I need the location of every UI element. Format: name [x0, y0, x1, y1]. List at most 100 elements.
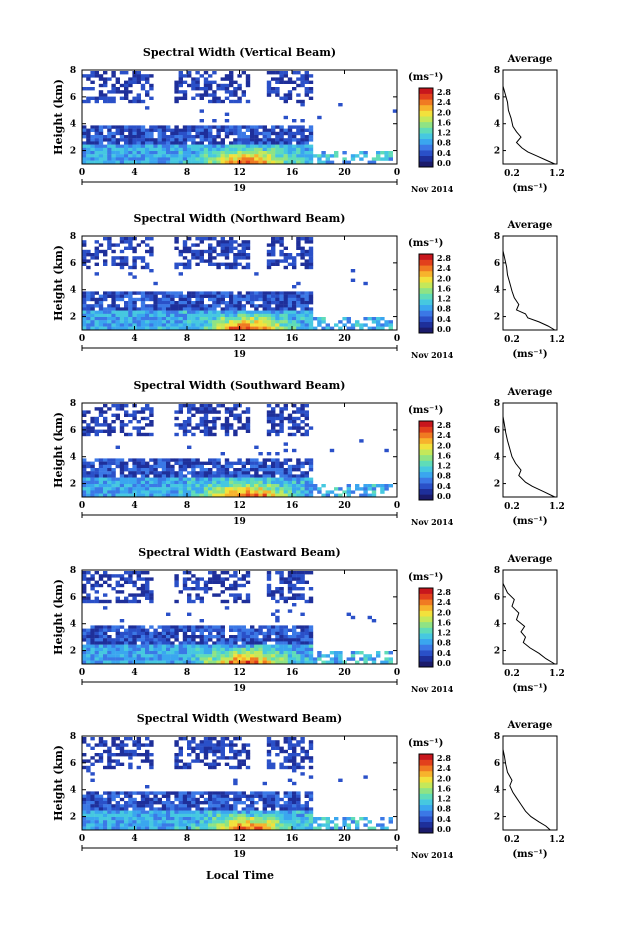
heatmap-cell: [208, 259, 213, 263]
heatmap-cell: [115, 625, 120, 629]
heatmap-cell: [283, 160, 288, 164]
colorbar-swatch: [419, 610, 433, 617]
heatmap-cell: [254, 644, 259, 648]
heatmap-cell: [254, 125, 259, 129]
heatmap-cell: [132, 307, 137, 311]
colorbar-tick-label: 2.4: [437, 97, 451, 107]
panel-2: [81, 402, 558, 518]
heatmap-cell: [157, 813, 162, 818]
heatmap-cell: [304, 144, 309, 148]
heatmap-cell: [119, 817, 125, 821]
heatmap-cell: [229, 461, 234, 465]
heatmap-cell: [90, 756, 95, 760]
heatmap-cell: [174, 432, 179, 437]
heatmap-cell: [266, 749, 272, 754]
heatmap-cell: [258, 628, 263, 632]
heatmap-cell: [157, 660, 162, 664]
heatmap-cell: [254, 326, 259, 330]
heatmap-cell: [178, 304, 183, 308]
heatmap-cell: [266, 93, 272, 97]
heatmap-cell: [229, 583, 234, 588]
heatmap-cell: [182, 801, 188, 805]
heatmap-cell: [216, 762, 221, 766]
heatmap-cell: [254, 304, 259, 308]
heatmap-cell: [170, 801, 175, 805]
heatmap-cell: [304, 432, 309, 437]
heatmap-cell: [170, 791, 175, 795]
heatmap-cell: [153, 826, 158, 830]
heatmap-cell: [266, 404, 272, 408]
heatmap-cell: [140, 471, 146, 475]
heatmap-cell: [250, 474, 255, 478]
heatmap-cell: [170, 820, 175, 824]
heatmap-cell: [119, 90, 125, 94]
heatmap-cell: [283, 115, 288, 120]
heatmap-cell: [271, 131, 276, 136]
heatmap-cell: [191, 587, 196, 591]
heatmap-cell: [115, 791, 120, 795]
heatmap-cell: [170, 147, 175, 152]
heatmap-cell: [245, 83, 251, 88]
heatmap-cell: [203, 753, 209, 757]
heatmap-cell: [224, 484, 230, 488]
heatmap-cell: [271, 240, 276, 244]
heatmap-cell: [98, 493, 104, 497]
heatmap-cell: [174, 628, 179, 632]
heatmap-cell: [82, 574, 87, 578]
heatmap-cell: [304, 304, 309, 308]
heatmap-cell: [258, 160, 263, 164]
heatmap-cell: [304, 262, 309, 266]
heatmap-cell: [296, 571, 301, 575]
heatmap-cell: [166, 813, 171, 818]
heatmap-cell: [191, 404, 196, 408]
heatmap-cell: [237, 765, 242, 770]
heatmap-cell: [166, 471, 171, 475]
heatmap-cell: [195, 141, 200, 145]
heatmap-cell: [212, 657, 217, 661]
heatmap-cell: [245, 571, 251, 575]
heatmap-cell: [266, 762, 272, 766]
heatmap-cell: [237, 301, 242, 305]
heatmap-cell: [103, 416, 108, 421]
heatmap-cell: [325, 154, 330, 158]
heatmap-cell: [94, 144, 99, 148]
heatmap-cell: [224, 429, 230, 433]
heatmap-cell: [287, 464, 293, 469]
heatmap-cell: [86, 87, 91, 91]
heatmap-cell: [292, 823, 297, 827]
heatmap-cell: [124, 804, 129, 808]
heatmap-cell: [275, 87, 280, 91]
heatmap-cell: [266, 625, 272, 629]
heatmap-cell: [296, 416, 301, 421]
heatmap-cell: [300, 765, 305, 770]
heatmap-cell: [94, 794, 99, 798]
heatmap-cell: [119, 631, 125, 636]
heatmap-cell: [233, 813, 238, 818]
heatmap-cell: [157, 135, 162, 139]
heatmap-cell: [212, 138, 217, 142]
heatmap-cell: [149, 420, 154, 424]
heatmap-cell: [271, 651, 276, 655]
x-tick-label: 16: [286, 501, 299, 511]
heatmap-cell: [174, 580, 179, 584]
heatmap-cell: [145, 743, 150, 747]
heatmap-cell: [107, 660, 112, 664]
heatmap-cell: [124, 628, 129, 632]
heatmap-cell: [191, 759, 196, 763]
avg-y-tick-label: 6: [494, 259, 500, 269]
heatmap-cell: [86, 474, 91, 478]
heatmap-cell: [149, 759, 154, 763]
heatmap-cell: [153, 304, 158, 308]
heatmap-cell: [287, 778, 293, 782]
heatmap-cell: [195, 135, 200, 139]
heatmap-cell: [216, 326, 221, 330]
heatmap-cell: [182, 297, 188, 302]
heatmap-cell: [208, 262, 213, 266]
heatmap-cell: [233, 259, 238, 263]
heatmap-cell: [149, 413, 154, 417]
heatmap-cell: [107, 313, 112, 318]
heatmap-cell: [132, 599, 137, 604]
colorbar-tick-label: 1.2: [437, 294, 451, 304]
heatmap-cell: [149, 635, 154, 639]
heatmap-cell: [220, 404, 225, 408]
